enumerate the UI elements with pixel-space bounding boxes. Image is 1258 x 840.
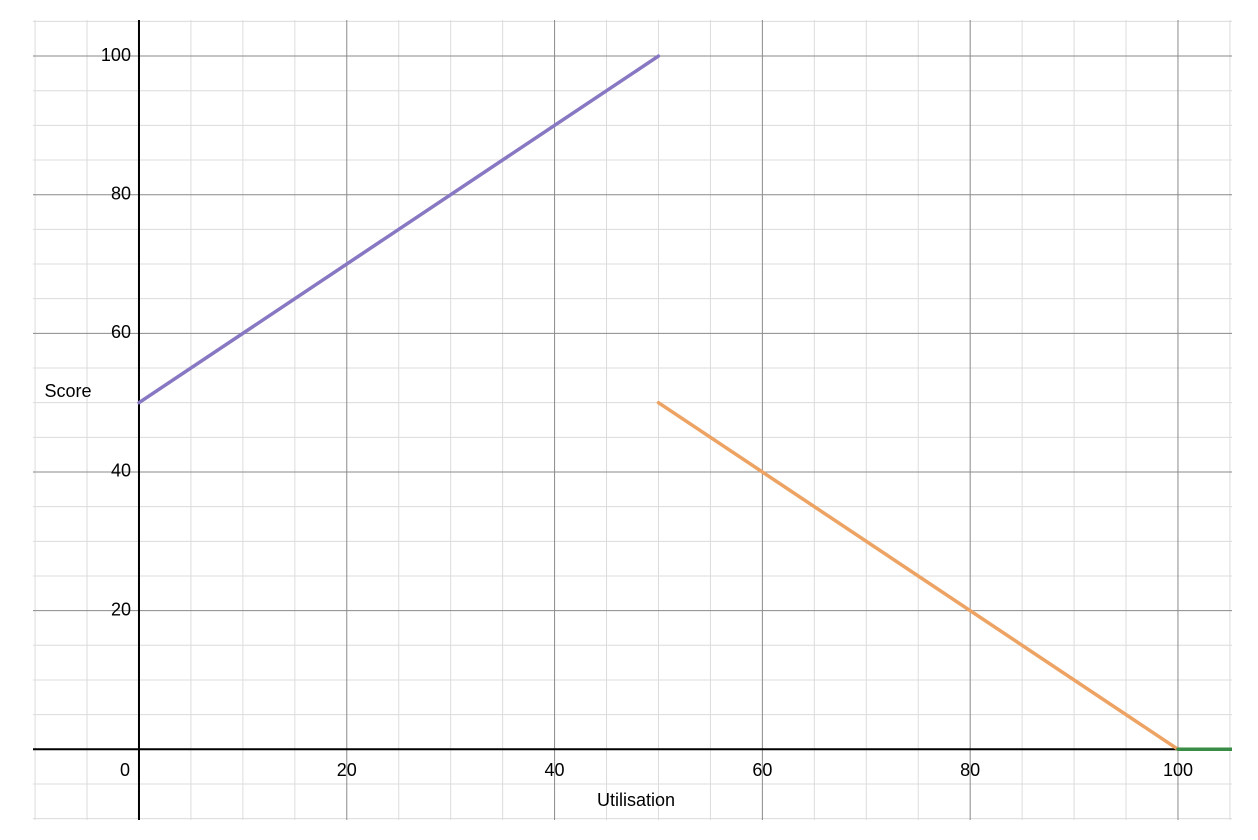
- series-line: [656, 400, 1180, 752]
- y-tick-label: 40: [111, 461, 131, 481]
- grid: [33, 20, 1232, 820]
- y-axis-label: Score: [44, 381, 91, 401]
- y-tick-label: 20: [111, 599, 131, 619]
- x-axis-label: Utilisation: [597, 790, 675, 810]
- x-tick-label: 80: [960, 760, 980, 780]
- y-tick-label: 60: [111, 322, 131, 342]
- y-tick-label: 100: [101, 45, 131, 65]
- x-tick-label: 60: [752, 760, 772, 780]
- x-tick-label: 20: [337, 760, 357, 780]
- x-tick-label: 0: [120, 760, 130, 780]
- x-tick-label: 100: [1163, 760, 1193, 780]
- series-line: [137, 54, 661, 405]
- x-tick-label: 40: [545, 760, 565, 780]
- y-tick-label: 80: [111, 183, 131, 203]
- plot: [137, 54, 1232, 752]
